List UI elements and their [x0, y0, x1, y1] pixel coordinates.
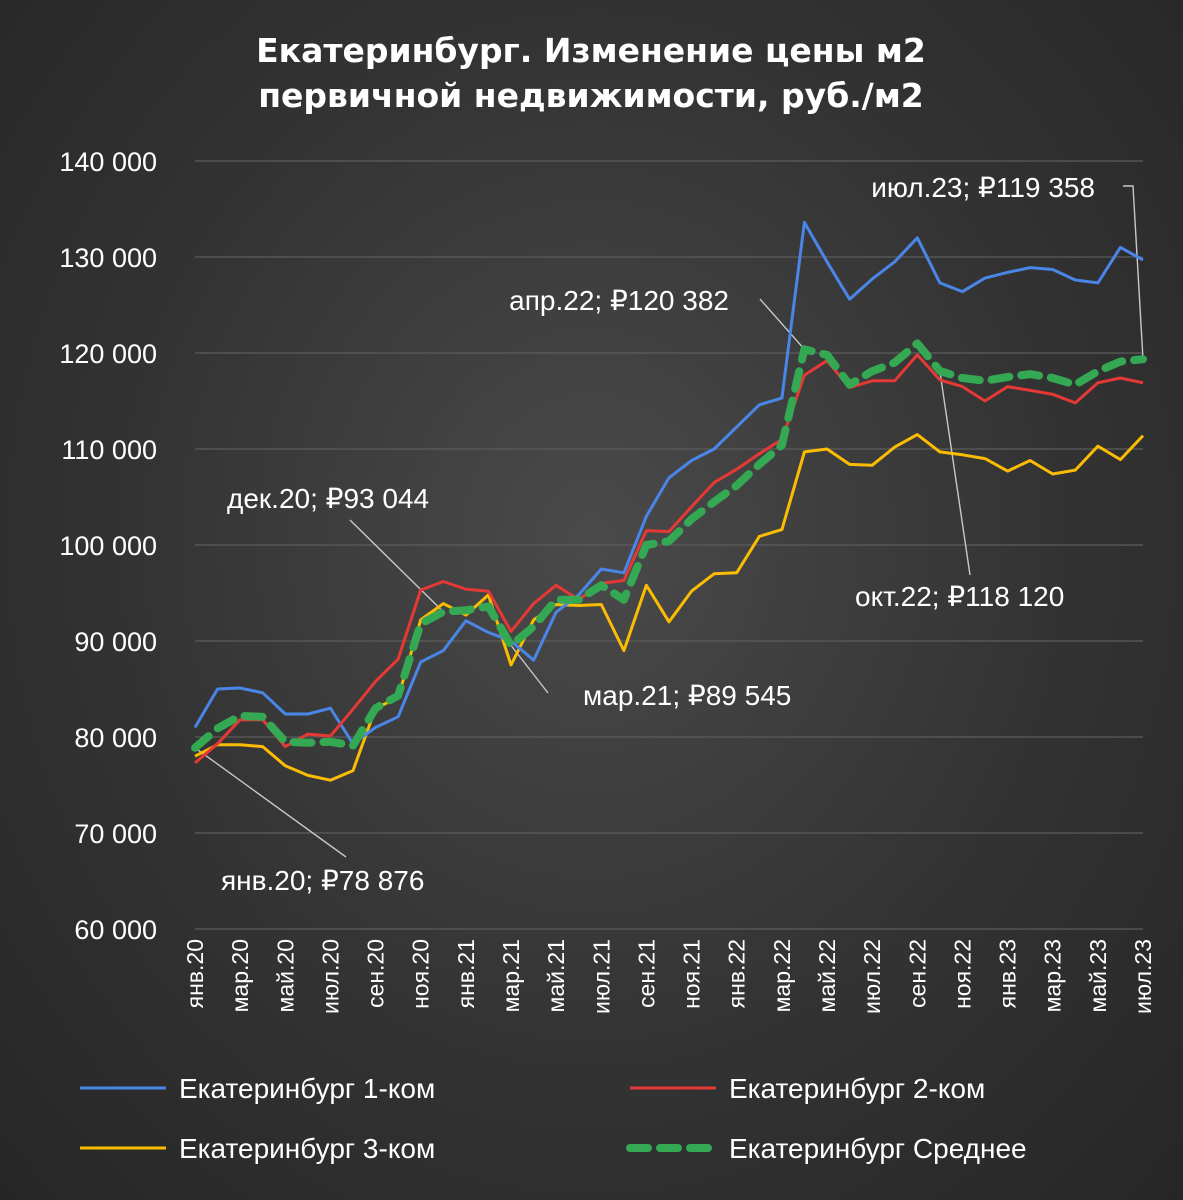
annotation-leader-line — [349, 519, 444, 613]
legend-item: Екатеринбург Среднее — [626, 1133, 1027, 1164]
x-tick-label: янв.22 — [724, 939, 750, 1008]
y-tick-label: 100 000 — [59, 531, 157, 561]
x-tick-label: мар.22 — [769, 939, 795, 1012]
legend-label: Екатеринбург 2-ком — [729, 1073, 985, 1104]
legend: Екатеринбург 1-ком Екатеринбург 2-ком Екат… — [80, 1073, 1027, 1164]
annotation-label: апр.22; ₽120 382 — [509, 285, 729, 316]
series-line-2 — [194, 353, 1144, 765]
x-tick-label: мар.20 — [227, 939, 253, 1012]
x-tick-label: сен.21 — [633, 939, 659, 1008]
legend-label: Екатеринбург 1-ком — [179, 1073, 435, 1104]
x-tick-label: ноя.21 — [679, 939, 705, 1009]
y-tick-label: 110 000 — [61, 435, 157, 465]
x-tick-label: июл.23 — [1130, 939, 1156, 1014]
chart-title-line-2: первичной недвижимости, руб./м2 — [258, 76, 924, 115]
x-tick-label: мар.21 — [498, 939, 524, 1012]
x-tick-label: июл.22 — [859, 939, 885, 1014]
series-line-4 — [191, 339, 1147, 752]
annotation-leader-line — [939, 370, 971, 576]
y-tick-label: 80 000 — [74, 723, 157, 753]
annotation-label: янв.20; ₽78 876 — [221, 865, 424, 896]
annotation-label: окт.22; ₽118 120 — [855, 581, 1064, 612]
legend-item: Екатеринбург 3-ком — [80, 1133, 435, 1164]
annotation-leader-line — [1123, 185, 1144, 360]
series-lines — [191, 220, 1147, 782]
legend-item: Екатеринбург 1-ком — [80, 1073, 435, 1104]
x-tick-label: май.22 — [814, 939, 840, 1012]
y-tick-label: 120 000 — [59, 339, 157, 369]
annotation-label: дек.20; ₽93 044 — [227, 483, 429, 514]
annotation-leader-lines — [194, 185, 1144, 858]
x-axis-tick-labels: янв.20 мар.20 май.20 июл.20 сен.20 ноя.20 янв.… — [182, 939, 1156, 1014]
y-tick-label: 90 000 — [74, 627, 157, 657]
x-tick-label: май.21 — [543, 939, 569, 1012]
chart-title: Екатеринбург. Изменение цены м2 первично… — [256, 31, 926, 115]
chart-title-line-1: Екатеринбург. Изменение цены м2 — [256, 31, 926, 70]
annotation-label: июл.23; ₽119 358 — [871, 172, 1095, 203]
x-tick-label: июл.21 — [588, 939, 614, 1014]
x-tick-label: сен.20 — [363, 939, 389, 1008]
y-tick-label: 70 000 — [74, 819, 157, 849]
legend-item: Екатеринбург 2-ком — [630, 1073, 985, 1104]
legend-label: Екатеринбург 3-ком — [179, 1133, 435, 1164]
annotation-labels: янв.20; ₽78 876 дек.20; ₽93 044 мар.21; ₽8… — [221, 172, 1095, 896]
x-tick-label: янв.23 — [995, 939, 1021, 1008]
x-tick-label: сен.22 — [904, 939, 930, 1008]
x-tick-label: ноя.20 — [408, 939, 434, 1009]
y-axis-tick-labels: 60 000 70 000 80 000 90 000 100 000 110 000 12… — [59, 147, 157, 945]
annotation-leader-line — [194, 747, 347, 858]
y-tick-label: 130 000 — [59, 243, 157, 273]
x-tick-label: янв.20 — [182, 939, 208, 1008]
x-tick-label: ноя.22 — [949, 939, 975, 1009]
annotation-label: мар.21; ₽89 545 — [583, 680, 791, 711]
x-tick-label: май.23 — [1085, 939, 1111, 1012]
x-tick-label: май.20 — [272, 939, 298, 1012]
y-tick-label: 140 000 — [59, 147, 157, 177]
x-tick-label: янв.21 — [453, 939, 479, 1008]
x-tick-label: мар.23 — [1040, 939, 1066, 1012]
legend-label: Екатеринбург Среднее — [729, 1133, 1027, 1164]
series-line-3 — [194, 433, 1145, 782]
annotation-leader-line — [759, 298, 805, 350]
x-tick-label: июл.20 — [317, 939, 343, 1014]
y-tick-label: 60 000 — [74, 915, 157, 945]
